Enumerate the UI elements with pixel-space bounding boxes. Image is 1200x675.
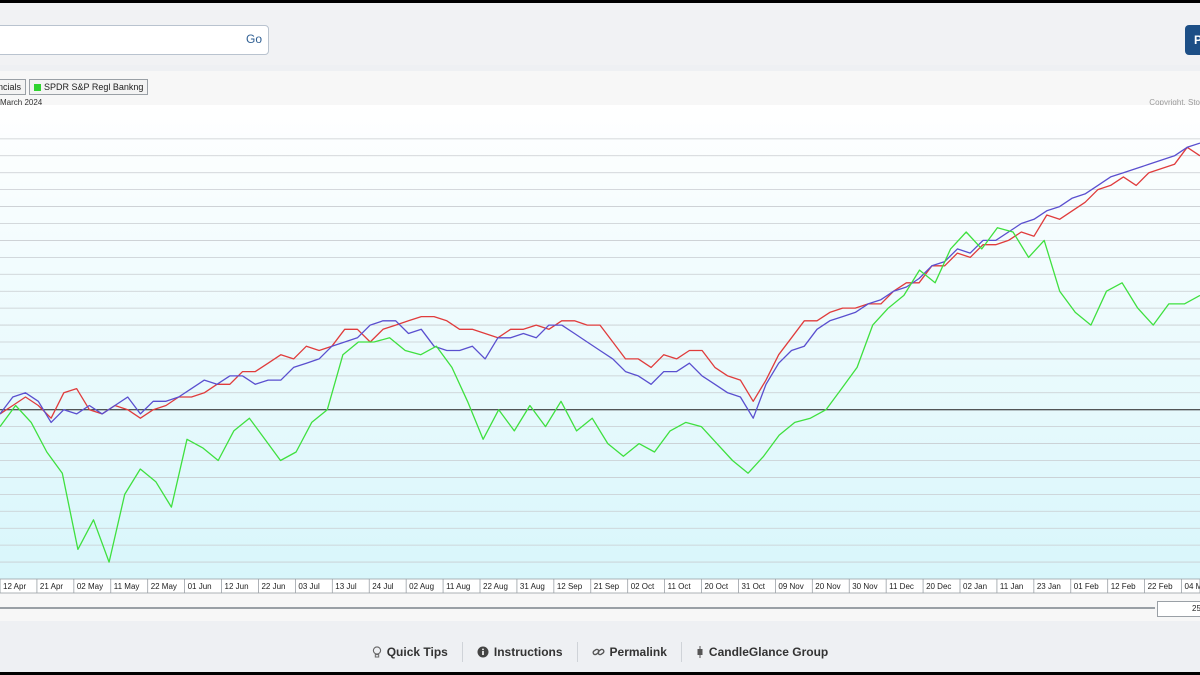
range-input[interactable]: 25: [1157, 601, 1200, 617]
quick-tips-link[interactable]: Quick Tips: [358, 645, 462, 659]
legend-item-regional-banking[interactable]: SPDR S&P Regl Bankng: [29, 79, 149, 95]
instructions-label: Instructions: [493, 644, 563, 659]
chart-svg: 12 Apr 21 Apr 02 May 11 May 22 May 01 Jun 12 J…: [0, 105, 1200, 594]
x-tick-label: 03 Jul: [298, 582, 320, 591]
x-tick-label: 22 May: [151, 582, 177, 591]
x-tick-label: 20 Oct: [705, 582, 729, 591]
x-tick-label: 12 Feb: [1111, 582, 1136, 591]
legend-label: SPDR S&P Regl Bankng: [44, 82, 144, 92]
series-line-1: [0, 142, 1200, 424]
x-axis-band: [0, 578, 1200, 594]
date-range-scrollbar[interactable]: [0, 607, 1155, 609]
x-tick-label: 02 Oct: [631, 582, 655, 591]
permalink-link[interactable]: Permalink: [578, 645, 681, 659]
permalink-label: Permalink: [609, 644, 667, 659]
x-tick-label: 02 Jan: [963, 582, 987, 591]
quick-tips-label: Quick Tips: [386, 644, 448, 659]
x-tick-label: 22 Aug: [483, 582, 508, 591]
lightbulb-icon: [372, 645, 381, 658]
x-tick-label: 09 Nov: [778, 582, 803, 591]
x-tick-label: 31 Aug: [520, 582, 545, 591]
x-tick-label: 11 Aug: [446, 582, 470, 591]
x-tick-label: 02 Aug: [409, 582, 434, 591]
x-tick-label: 31 Oct: [741, 582, 765, 591]
x-tick-label: 22 Feb: [1148, 582, 1173, 591]
instructions-link[interactable]: Instructions: [463, 645, 577, 659]
candlestick-icon: [697, 645, 703, 658]
legend-item-financials[interactable]: ancials: [0, 79, 27, 95]
chart-copyright: Copyright, Sto: [1149, 98, 1200, 107]
footer-divider: [680, 641, 682, 662]
x-tick-label: 11 Oct: [668, 582, 692, 591]
candleglance-label: CandleGlance Group: [708, 644, 829, 659]
x-tick-label: 01 Feb: [1074, 582, 1099, 591]
x-tick-label: 04 M: [1185, 582, 1200, 591]
series-line-2: [0, 227, 1200, 563]
candleglance-link[interactable]: CandleGlance Group: [682, 645, 842, 659]
x-tick-label: 11 Jan: [1000, 582, 1023, 591]
go-button[interactable]: Go: [245, 32, 262, 46]
x-tick-label: 11 May: [114, 582, 140, 591]
x-tick-label: 21 Apr: [40, 582, 63, 591]
x-tick-label: 13 Jul: [335, 582, 357, 591]
x-tick-label: 24 Jul: [372, 582, 394, 591]
chart-subtitle: March 2024: [0, 98, 43, 107]
x-tick-label: 20 Nov: [815, 582, 840, 591]
footer-bar: Quick Tips Instructions Permalink: [0, 631, 1200, 672]
x-tick-label: 12 Apr: [3, 582, 26, 591]
x-tick-label: 02 May: [77, 582, 103, 591]
legend-swatch: [34, 83, 42, 91]
performance-chart: March 2024 Copyright, Sto 12 Apr 21 Apr 02…: [0, 97, 1200, 611]
series-line-0: [0, 146, 1200, 419]
x-tick-label: 21 Sep: [594, 582, 620, 591]
x-tick-label: 01 Jun: [188, 582, 212, 591]
x-tick-label: 20 Dec: [926, 582, 951, 591]
chart-legend: ancials SPDR S&P Regl Bankng: [0, 79, 151, 95]
link-icon: [592, 648, 605, 655]
info-icon: [477, 646, 489, 657]
top-toolbar: Go P: [0, 3, 1200, 65]
x-tick-label: 12 Jun: [225, 582, 249, 591]
footer-divider: [461, 641, 463, 662]
x-tick-label: 22 Jun: [261, 582, 285, 591]
x-tick-label: 30 Nov: [852, 582, 877, 591]
footer-divider: [576, 641, 578, 662]
x-tick-label: 11 Dec: [889, 582, 914, 591]
symbol-search-input[interactable]: Go: [0, 25, 269, 55]
primary-action-button[interactable]: P: [1185, 25, 1200, 55]
x-tick-label: 23 Jan: [1037, 582, 1061, 591]
legend-label: ancials: [0, 82, 22, 92]
x-tick-label: 12 Sep: [557, 582, 583, 591]
chart-panel: ancials SPDR S&P Regl Bankng March 2024 …: [0, 71, 1200, 621]
app-screen: Go P ancials SPDR S&P Regl Bankng March …: [0, 3, 1200, 672]
